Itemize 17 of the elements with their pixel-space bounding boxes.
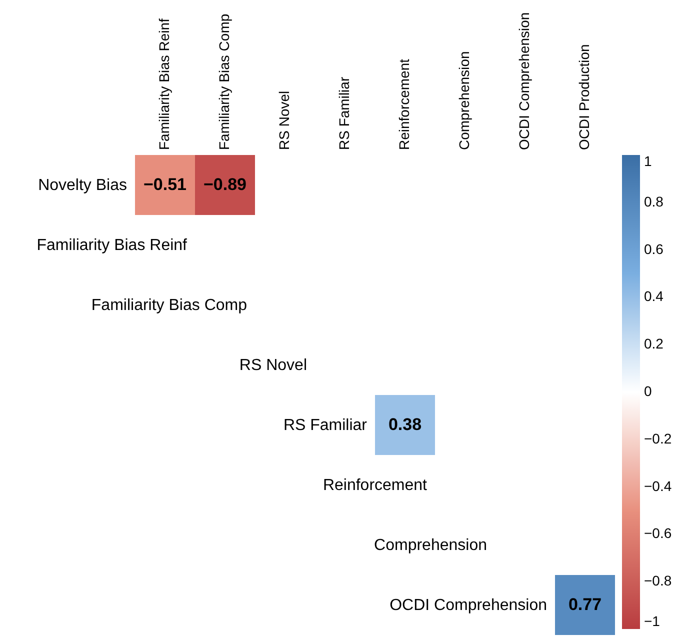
color-bar-label: −0.6 <box>644 525 672 542</box>
color-bar-label: −1 <box>644 613 660 629</box>
data-label: −0.89 <box>203 175 247 194</box>
color-bar-label: 1 <box>644 153 652 169</box>
color-bar-label: 0.4 <box>644 288 664 304</box>
data-label: −0.51 <box>143 175 187 194</box>
y-tick-label: Novelty Bias <box>38 177 127 194</box>
color-bar-label: −0.2 <box>644 430 672 446</box>
x-tick-label: OCDI Production <box>576 44 592 150</box>
color-bar-label: −0.4 <box>644 478 672 494</box>
color-bar-label: −0.8 <box>644 572 672 589</box>
color-bar-label: 0.2 <box>644 336 664 352</box>
data-label: 0.38 <box>388 415 422 434</box>
color-bar-label: 0.8 <box>644 193 664 210</box>
color-bar-label: 0.6 <box>644 240 664 257</box>
data-label: 0.77 <box>568 595 602 614</box>
color-bar-label: 0 <box>644 383 652 399</box>
